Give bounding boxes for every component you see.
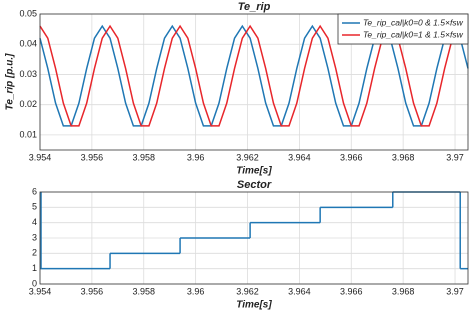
y-tick-label: 6 (32, 186, 37, 196)
x-tick-label: 3.954 (29, 152, 52, 162)
x-tick-label: 3.956 (81, 152, 104, 162)
x-tick-label: 3.964 (288, 286, 311, 296)
y-tick-label: 0 (32, 278, 37, 288)
legend-box (337, 13, 469, 45)
y-tick-label: 5 (32, 202, 37, 212)
y-tick-label: 0.05 (19, 8, 37, 18)
y-tick-label: 0.01 (19, 129, 37, 139)
legend-label: Te_rip_cal|k0=1 & 1.5×fsw (363, 29, 464, 39)
x-tick-label: 3.968 (392, 152, 415, 162)
x-tick-label: 3.958 (132, 152, 155, 162)
x-tick-label: 3.958 (132, 286, 155, 296)
plot-frame (39, 13, 469, 151)
x-tick-label: 3.97 (446, 152, 464, 162)
y-tick-label: 3 (32, 232, 37, 242)
plot-frame (39, 191, 469, 285)
x-tick-label: 3.968 (392, 286, 415, 296)
x-tick-label: 3.964 (288, 152, 311, 162)
y-tick-label: 0.04 (19, 39, 37, 49)
x-tick-label: 3.966 (340, 152, 363, 162)
x-axis-label: Time[s] (236, 166, 272, 177)
y-axis-label: Te_rip [p.u.] (5, 53, 16, 111)
x-tick-label: 3.956 (81, 286, 104, 296)
x-tick-label: 3.96 (187, 286, 205, 296)
legend-label: Te_rip_cal|k0=0 & 1.5×fsw (363, 17, 464, 27)
chart-title: Sector (237, 179, 272, 191)
x-tick-label: 3.97 (446, 286, 464, 296)
x-tick-label: 3.96 (187, 152, 205, 162)
y-tick-label: 1 (32, 263, 37, 273)
x-tick-label: 3.954 (29, 286, 52, 296)
y-tick-label: 0.03 (19, 69, 37, 79)
chart-title: Te_rip (238, 1, 271, 13)
x-tick-label: 3.962 (236, 286, 259, 296)
x-tick-label: 3.966 (340, 286, 363, 296)
data-line (39, 24, 469, 127)
y-tick-label: 4 (32, 217, 37, 227)
y-tick-label: 0.02 (19, 99, 37, 109)
y-tick-label: 2 (32, 248, 37, 258)
x-tick-label: 3.962 (236, 152, 259, 162)
x-axis-label: Time[s] (236, 300, 272, 311)
